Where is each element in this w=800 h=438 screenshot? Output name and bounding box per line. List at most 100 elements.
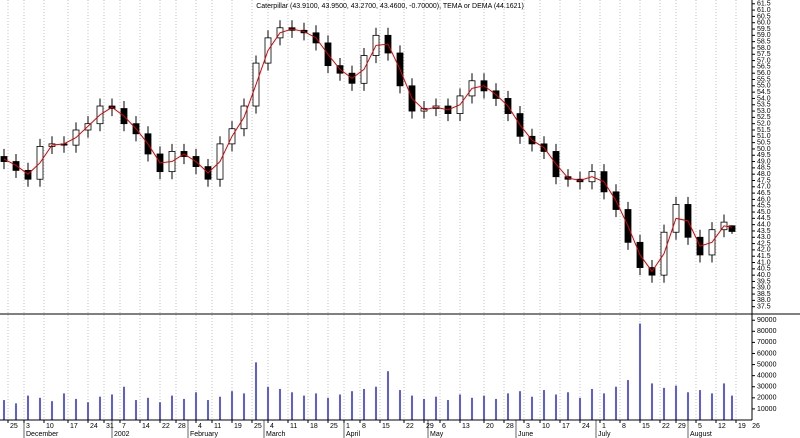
volume-bar xyxy=(183,398,185,420)
month-label: December xyxy=(26,431,59,438)
volume-bar xyxy=(15,403,17,420)
dema-line xyxy=(3,28,733,273)
chart-title: Caterpillar (43.9100, 43.9500, 43.2700, … xyxy=(256,3,524,10)
volume-bar xyxy=(591,388,593,420)
y-tick-label: 51.5 xyxy=(757,127,771,134)
volume-tick-label: 80000 xyxy=(757,328,777,335)
volume-bar xyxy=(543,390,545,420)
volume-bar xyxy=(207,400,209,420)
volume-bar xyxy=(279,388,281,420)
volume-bar xyxy=(99,396,101,420)
y-tick-label: 39.0 xyxy=(757,285,771,292)
x-tick-label: 29 xyxy=(678,423,686,430)
y-tick-label: 55.5 xyxy=(757,76,771,83)
y-tick-label: 61.5 xyxy=(757,1,771,8)
y-tick-label: 43.0 xyxy=(757,234,771,241)
volume-bar xyxy=(3,400,5,420)
volume-bar xyxy=(243,393,245,420)
volume-bar xyxy=(303,395,305,420)
y-tick-label: 45.5 xyxy=(757,203,771,210)
volume-bar xyxy=(147,397,149,420)
y-tick-label: 46.0 xyxy=(757,196,771,203)
volume-bar xyxy=(723,383,725,420)
x-tick-label: 15 xyxy=(642,423,650,430)
volume-bar xyxy=(387,371,389,420)
volume-bar xyxy=(579,397,581,420)
y-tick-label: 45.0 xyxy=(757,209,771,216)
volume-bar xyxy=(27,395,29,420)
volume-tick-label: 90000 xyxy=(757,317,777,324)
y-tick-label: 55.0 xyxy=(757,83,771,90)
volume-bar xyxy=(123,386,125,420)
x-tick-label: 5 xyxy=(698,423,702,430)
y-tick-label: 50.0 xyxy=(757,146,771,153)
x-tick-label: 6 xyxy=(442,423,446,430)
volume-bar xyxy=(627,380,629,420)
month-label: August xyxy=(690,431,712,438)
y-tick-label: 51.0 xyxy=(757,133,771,140)
x-tick-label: 25 xyxy=(330,423,338,430)
volume-bar xyxy=(423,398,425,420)
month-label: May xyxy=(430,431,444,438)
month-label: June xyxy=(518,431,533,438)
y-tick-label: 61.0 xyxy=(757,7,771,14)
x-tick-label: 29 xyxy=(426,423,434,430)
y-tick-label: 47.0 xyxy=(757,184,771,191)
volume-bar xyxy=(75,398,77,420)
volume-bar xyxy=(327,397,329,420)
volume-bar xyxy=(675,385,677,420)
y-tick-label: 56.5 xyxy=(757,64,771,71)
month-label: April xyxy=(346,431,360,438)
volume-bar xyxy=(315,393,317,420)
x-tick-label: 3 xyxy=(526,423,530,430)
y-tick-label: 48.5 xyxy=(757,165,771,172)
x-tick-label: 12 xyxy=(718,423,726,430)
x-tick-label: 15 xyxy=(382,423,390,430)
volume-bar xyxy=(63,393,65,420)
volume-bar xyxy=(615,386,617,420)
volume-bar xyxy=(731,395,733,420)
y-tick-label: 38.0 xyxy=(757,297,771,304)
volume-bar xyxy=(699,390,701,420)
volume-tick-label: 20000 xyxy=(757,395,777,402)
x-tick-label: 1 xyxy=(602,423,606,430)
volume-tick-label: 10000 xyxy=(757,406,777,413)
x-tick-label: 28 xyxy=(178,423,186,430)
y-tick-label: 58.0 xyxy=(757,45,771,52)
x-tick-label: 28 xyxy=(506,423,514,430)
x-tick-label: 8 xyxy=(362,423,366,430)
y-tick-label: 57.5 xyxy=(757,51,771,58)
y-tick-label: 56.0 xyxy=(757,70,771,77)
month-label: March xyxy=(266,431,286,438)
volume-bar xyxy=(219,396,221,420)
candle-body xyxy=(24,169,32,180)
volume-bar xyxy=(111,394,113,420)
volume-tick-label: 60000 xyxy=(757,350,777,357)
volume-bar xyxy=(639,323,641,420)
volume-bar xyxy=(603,393,605,420)
volume-bar xyxy=(507,393,509,420)
volume-bar xyxy=(411,395,413,420)
y-tick-label: 49.0 xyxy=(757,158,771,165)
x-tick-label: 18 xyxy=(310,423,318,430)
y-tick-label: 57.0 xyxy=(757,57,771,64)
y-tick-label: 52.5 xyxy=(757,114,771,121)
x-tick-label: 26 xyxy=(752,423,760,430)
x-tick-label: 17 xyxy=(70,423,78,430)
volume-bar xyxy=(483,395,485,420)
volume-bar xyxy=(159,402,161,420)
y-tick-label: 52.0 xyxy=(757,121,771,128)
y-tick-label: 41.0 xyxy=(757,259,771,266)
x-tick-label: 25 xyxy=(254,423,262,430)
volume-bar xyxy=(459,394,461,420)
y-tick-label: 50.5 xyxy=(757,139,771,146)
volume-bar xyxy=(471,397,473,420)
y-tick-label: 42.0 xyxy=(757,247,771,254)
volume-bar xyxy=(555,394,557,420)
y-tick-label: 58.5 xyxy=(757,38,771,45)
y-tick-label: 53.5 xyxy=(757,102,771,109)
y-tick-label: 60.5 xyxy=(757,13,771,20)
y-tick-label: 41.5 xyxy=(757,253,771,260)
